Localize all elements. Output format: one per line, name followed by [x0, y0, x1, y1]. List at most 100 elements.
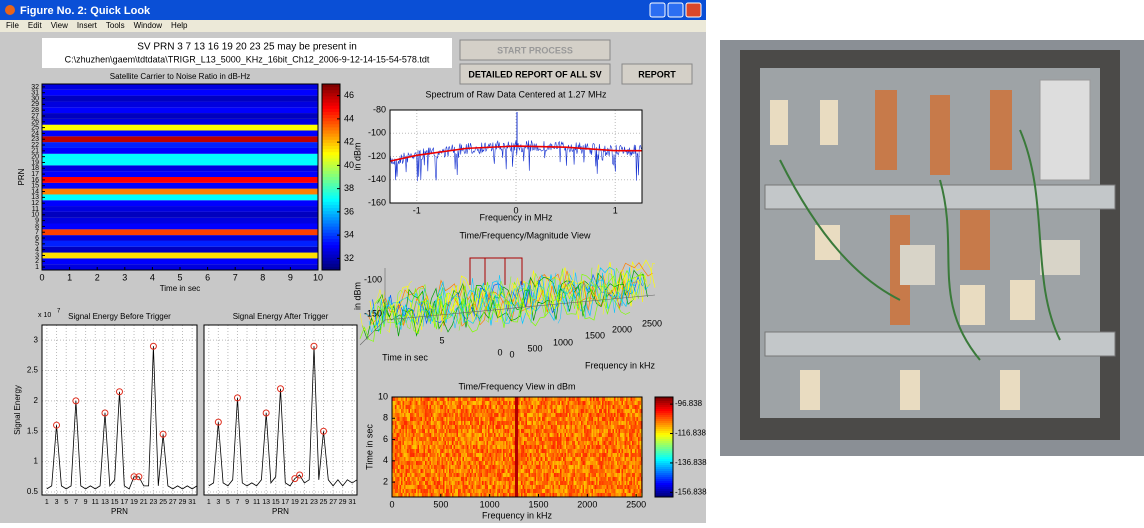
spectrogram-texture: [635, 453, 637, 457]
spectrogram-texture: [457, 453, 459, 457]
spectrogram-texture: [452, 441, 454, 445]
spectrogram-texture: [515, 481, 517, 485]
spectrogram-texture: [550, 425, 552, 429]
spectrogram-texture: [476, 429, 478, 433]
spectrogram-texture: [410, 397, 412, 401]
spectrogram-texture: [599, 437, 601, 441]
maximize-button[interactable]: [668, 3, 683, 17]
menu-item[interactable]: View: [51, 21, 68, 30]
spectrogram-texture: [637, 461, 639, 465]
spectrogram-texture: [418, 469, 420, 473]
spectrogram-texture: [566, 421, 568, 425]
spectrogram-texture: [487, 473, 489, 477]
spectrogram-texture: [430, 437, 432, 441]
spectrogram-texture: [491, 485, 493, 489]
spectrogram-texture: [433, 421, 435, 425]
spectrogram-texture: [433, 417, 435, 421]
spectrogram-texture: [442, 413, 444, 417]
spectrogram-texture: [628, 465, 630, 469]
spectrogram-texture: [586, 445, 588, 449]
spectrogram-texture: [415, 473, 417, 477]
spectrogram-texture: [629, 413, 631, 417]
spectrogram-texture: [437, 473, 439, 477]
spectrogram-texture: [529, 429, 531, 433]
spectrogram-texture: [610, 437, 612, 441]
spectrogram-texture: [592, 417, 594, 421]
spectrogram-texture: [424, 409, 426, 413]
spectrogram-texture: [577, 429, 579, 433]
spectrogram-texture: [571, 429, 573, 433]
spectrogram-texture: [601, 473, 603, 477]
spectrogram-texture: [604, 401, 606, 405]
spectrogram-texture: [514, 401, 516, 405]
spectrogram-texture: [490, 425, 492, 429]
spectrogram-texture: [491, 421, 493, 425]
button-label[interactable]: DETAILED REPORT OF ALL SV: [468, 69, 601, 79]
colorbar-cell: [322, 93, 340, 97]
menu-item[interactable]: Edit: [28, 21, 43, 30]
spectrogram-texture: [394, 465, 396, 469]
menu-item[interactable]: Window: [134, 21, 163, 30]
close-button[interactable]: [686, 3, 701, 17]
spectrogram-texture: [511, 441, 513, 445]
minimize-button[interactable]: [650, 3, 665, 17]
spectrogram-texture: [443, 473, 445, 477]
spectrogram-texture: [425, 413, 427, 417]
spectrogram-texture: [638, 437, 640, 441]
spectrogram-texture: [413, 473, 415, 477]
spectrogram-texture: [574, 401, 576, 405]
spectrogram-texture: [445, 489, 447, 493]
spectrogram-texture: [448, 421, 450, 425]
spectrogram-texture: [412, 481, 414, 485]
spectrogram-texture: [481, 477, 483, 481]
spectrogram-texture: [536, 449, 538, 453]
spectrogram-texture: [638, 413, 640, 417]
menu-item[interactable]: Insert: [77, 21, 98, 30]
spectrogram-texture: [640, 433, 642, 437]
menu-item[interactable]: Help: [171, 21, 188, 30]
spectrogram-texture: [535, 429, 537, 433]
spectrogram-texture: [595, 453, 597, 457]
spectrogram-texture: [527, 465, 529, 469]
spectrogram-texture: [497, 409, 499, 413]
spectrogram-texture: [502, 437, 504, 441]
spectrogram-texture: [511, 409, 513, 413]
spectrogram-texture: [490, 397, 492, 401]
spectrogram-texture: [500, 441, 502, 445]
menu-item[interactable]: File: [6, 21, 19, 30]
spectrogram-texture: [632, 481, 634, 485]
spectrogram-texture: [563, 481, 565, 485]
spectrogram-texture: [496, 485, 498, 489]
spectrogram-texture: [437, 401, 439, 405]
spectrogram-texture: [503, 449, 505, 453]
spectrogram-texture: [613, 441, 615, 445]
spectrogram-texture: [521, 437, 523, 441]
spectrogram-texture: [446, 441, 448, 445]
spectrogram-texture: [605, 417, 607, 421]
spectrogram-texture: [635, 425, 637, 429]
spectrogram-texture: [550, 405, 552, 409]
spectrogram-texture: [509, 425, 511, 429]
spectrogram-texture: [508, 445, 510, 449]
y-tick-label: 8: [383, 413, 388, 423]
spectrogram-texture: [616, 465, 618, 469]
spectrogram-texture: [445, 421, 447, 425]
button-label[interactable]: REPORT: [638, 69, 676, 79]
spectrogram-texture: [518, 433, 520, 437]
spectrogram-texture: [607, 413, 609, 417]
spectrogram-texture: [508, 465, 510, 469]
spectrogram-texture: [466, 433, 468, 437]
spectrogram-texture: [424, 421, 426, 425]
spectrogram-texture: [490, 449, 492, 453]
spectrogram-texture: [554, 401, 556, 405]
spectrogram-texture: [419, 425, 421, 429]
spectrogram-texture: [599, 409, 601, 413]
menu-item[interactable]: Tools: [106, 21, 125, 30]
spectrogram-texture: [620, 401, 622, 405]
spectrogram-texture: [455, 465, 457, 469]
spectrogram-texture: [625, 477, 627, 481]
spectrogram-texture: [418, 413, 420, 417]
spectrogram-texture: [407, 461, 409, 465]
button-label[interactable]: START PROCESS: [497, 45, 573, 55]
spectrogram-texture: [416, 437, 418, 441]
